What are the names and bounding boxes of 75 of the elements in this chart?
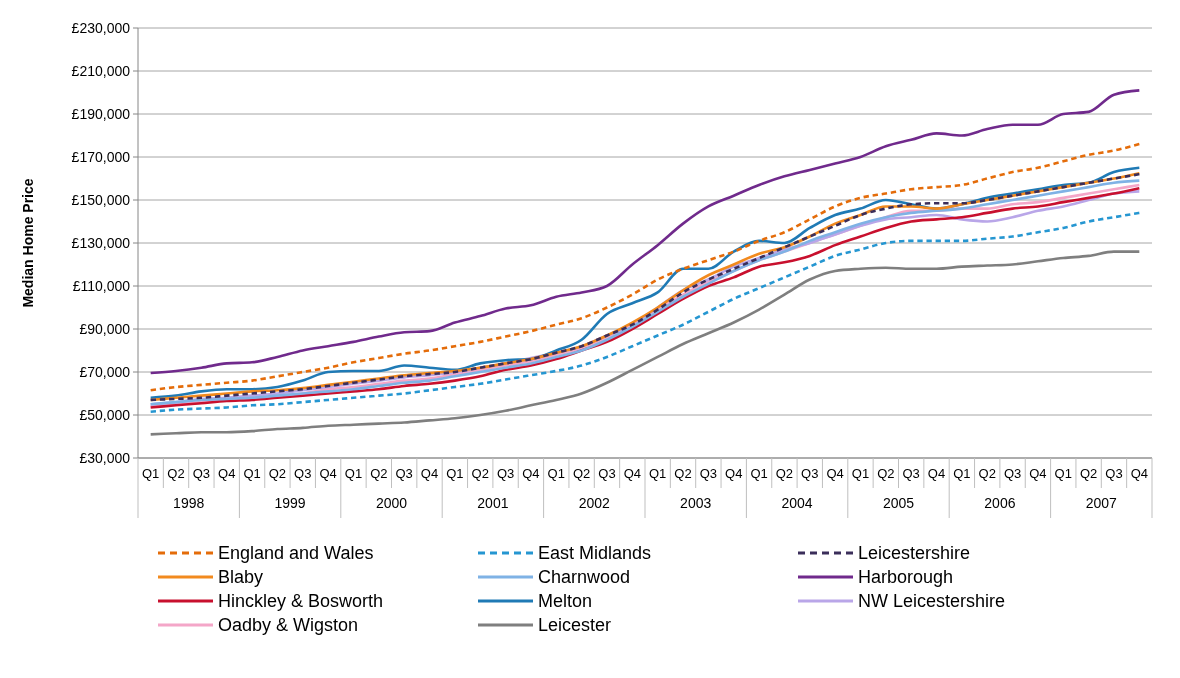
x-tick-label: Q4 (725, 466, 743, 481)
x-tick-label: Q2 (877, 466, 895, 481)
x-tick-label: Q1 (446, 466, 464, 481)
legend-label: Blaby (218, 567, 264, 588)
x-tick-label: Q2 (471, 466, 489, 481)
x-tick-label: Q1 (1054, 466, 1072, 481)
legend-label: Charnwood (538, 567, 631, 588)
x-tick-label: Q3 (496, 466, 515, 481)
x-tick-label: Q4 (826, 466, 844, 481)
x-tick-label: Q4 (623, 466, 641, 481)
y-tick-label: £50,000 (79, 406, 131, 423)
text: 2004 (781, 495, 813, 511)
x-tick-label: Q3 (192, 466, 211, 481)
legend-label: Harborough (858, 567, 954, 588)
x-tick-label: Q1 (750, 466, 768, 481)
x-tick-label: Q3 (902, 466, 920, 481)
x-tick-label: Q1 (649, 466, 667, 481)
y-tick-label: £230,000 (71, 19, 131, 36)
x-tick-label: Q4 (420, 466, 439, 481)
text: 2001 (477, 495, 509, 511)
x-tick-label: Q2 (978, 466, 996, 481)
x-tick-label: Q3 (598, 466, 616, 481)
y-tick-label: £150,000 (71, 191, 131, 208)
x-tick-label: Q3 (801, 466, 819, 481)
legend-label: Leicestershire (858, 543, 971, 564)
x-tick-label: Q3 (1105, 466, 1123, 481)
x-tick-label: Q3 (1003, 466, 1022, 481)
text: 2007 (1085, 495, 1118, 511)
x-tick-label: Q1 (547, 466, 565, 481)
legend-label: Leicester (538, 615, 612, 636)
x-tick-label: Q4 (1130, 466, 1148, 481)
y-tick-label: £90,000 (79, 320, 131, 337)
legend-label: England and Wales (218, 543, 374, 564)
y-axis-title: Median Home Price (20, 178, 36, 308)
x-tick-label: Q4 (319, 466, 337, 481)
x-tick-label: Q4 (522, 466, 540, 481)
line-series (149, 250, 1141, 436)
x-tick-label: Q1 (142, 466, 160, 481)
y-tick-label: £130,000 (71, 234, 131, 251)
x-tick-label: Q2 (674, 466, 692, 481)
text: 2002 (578, 495, 611, 511)
legend-label: NW Leicestershire (858, 591, 1006, 612)
x-tick-label: Q3 (699, 466, 718, 481)
x-tick-label: Q4 (218, 466, 236, 481)
legend-label: Hinckley & Bosworth (218, 591, 384, 612)
text: 2003 (680, 495, 712, 511)
legend-label: Oadby & Wigston (218, 615, 359, 636)
x-tick-label: Q2 (572, 466, 591, 481)
x-tick-label: Q3 (294, 466, 312, 481)
x-tick-label: Q2 (1079, 466, 1098, 481)
x-tick-label: Q1 (344, 466, 363, 481)
x-tick-label: Q2 (370, 466, 388, 481)
x-tick-label: Q1 (243, 466, 261, 481)
y-tick-label: £210,000 (71, 62, 131, 79)
legend-label: East Midlands (538, 543, 652, 564)
text: 1998 (173, 495, 205, 511)
text: 2000 (375, 495, 408, 511)
y-tick-label: £30,000 (79, 449, 131, 466)
y-tick-label: £190,000 (71, 105, 131, 122)
x-tick-label: Q4 (927, 466, 946, 481)
x-tick-label: Q2 (775, 466, 794, 481)
x-tick-label: Q4 (1029, 466, 1047, 481)
y-tick-label: £70,000 (79, 363, 131, 380)
x-tick-label: Q1 (851, 466, 870, 481)
line-series (149, 89, 1141, 375)
x-tick-label: Q2 (167, 466, 185, 481)
x-tick-label: Q3 (395, 466, 413, 481)
legend-label: Melton (538, 591, 593, 612)
text: 2005 (882, 495, 915, 511)
x-tick-label: Q2 (268, 466, 287, 481)
y-tick-label: £110,000 (72, 277, 131, 294)
text: 1999 (274, 495, 306, 511)
y-tick-label: £170,000 (71, 148, 131, 165)
x-tick-label: Q1 (953, 466, 971, 481)
text: 2006 (984, 495, 1016, 511)
